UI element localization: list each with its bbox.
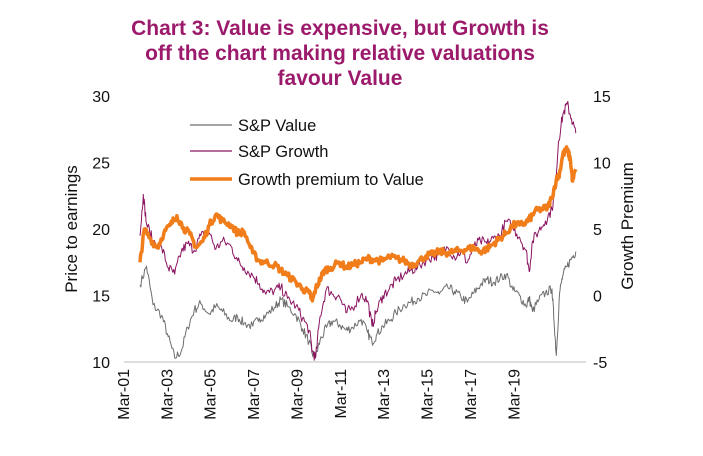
x-tick-label: Mar-07	[246, 369, 263, 420]
y-tick-label: 20	[92, 222, 110, 239]
y2-axis-title: Growth Premium	[618, 162, 637, 290]
chart-title: Chart 3: Value is expensive, but Growth …	[60, 16, 620, 91]
x-tick-label: Mar-03	[159, 369, 176, 420]
y2-tick-label: -5	[593, 355, 607, 372]
y2-tick-label: 10	[593, 156, 611, 173]
y-tick-label: 25	[92, 156, 110, 173]
y2-tick-label: 0	[593, 289, 602, 306]
series-line-sp-growth	[139, 100, 577, 361]
x-tick-label: Mar-13	[376, 369, 393, 420]
x-tick-label: Mar-15	[420, 369, 437, 420]
legend-label-premium: Growth premium to Value	[238, 171, 424, 189]
x-tick-label: Mar-09	[289, 369, 306, 420]
y-tick-label: 15	[92, 289, 110, 306]
y2-axis-ticks: -5 0 5 10 15	[593, 89, 611, 372]
x-axis-ticks: Mar-01 Mar-03 Mar-05 Mar-07 Mar-09 Mar-11 Mar-…	[116, 369, 523, 420]
x-tick-label: Mar-11	[333, 369, 350, 419]
legend-label-growth: S&P Growth	[238, 143, 328, 161]
x-tick-label: Mar-05	[203, 369, 220, 420]
y-axis-ticks: 10 15 20 25 30	[92, 89, 110, 372]
series-lines	[138, 100, 578, 361]
x-tick-label: Mar-17	[463, 369, 480, 420]
y-tick-label: 10	[92, 355, 110, 372]
x-tick-label: Mar-01	[116, 369, 133, 420]
legend: S&P Value S&P Growth Growth premium to V…	[190, 117, 424, 189]
series-line-growth-premium	[138, 145, 578, 303]
chart-title-line-2: off the chart making relative valuations	[145, 42, 535, 65]
y-axis-title: Price to earnings	[62, 165, 81, 293]
chart-title-line-1: Chart 3: Value is expensive, but Growth …	[131, 17, 549, 40]
y2-tick-label: 5	[593, 222, 602, 239]
chart-title-line-3: favour Value	[277, 67, 403, 90]
x-tick-label: Mar-19	[506, 369, 523, 420]
series-line-sp-value	[139, 251, 577, 359]
y-tick-label: 30	[92, 89, 110, 106]
legend-label-value: S&P Value	[238, 117, 316, 135]
y2-tick-label: 15	[593, 89, 611, 106]
